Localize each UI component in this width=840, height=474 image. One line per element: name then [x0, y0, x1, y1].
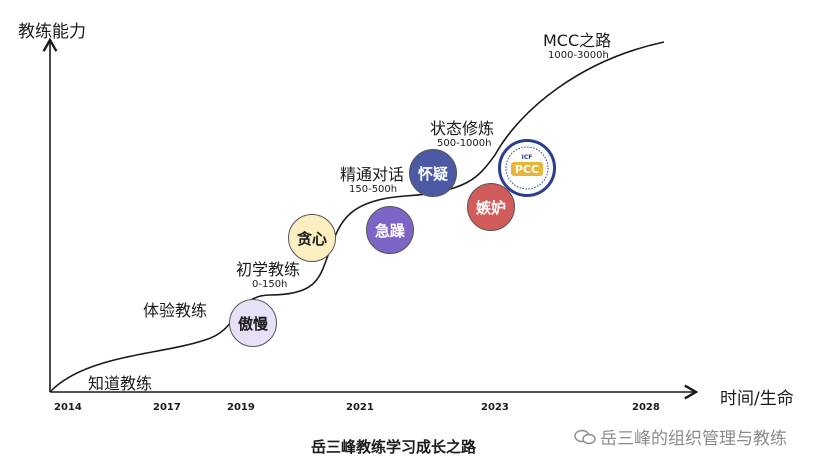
growth-curve	[49, 41, 665, 393]
watermark: 岳三峰的组织管理与教练	[574, 424, 787, 449]
y-axis-title: 教练能力	[18, 22, 86, 42]
watermark-text: 岳三峰的组织管理与教练	[600, 429, 787, 449]
stage-hours: 500-1000h	[437, 138, 492, 149]
wechat-icon	[574, 429, 596, 445]
year-tick-label: 2017	[153, 402, 181, 413]
stage-label: 初学教练	[236, 260, 301, 279]
bubble-impatience: 急躁	[366, 206, 414, 254]
bubble-envy: 嫉妒	[467, 183, 515, 231]
stage-hours: 1000-3000h	[548, 50, 609, 61]
stage-label: 精通对话	[340, 165, 405, 184]
badge-top-text: ICF	[522, 154, 533, 161]
x-axis-title: 时间/生命	[720, 389, 794, 409]
stage-label: 体验教练	[143, 301, 208, 320]
year-tick-label: 2019	[227, 402, 255, 413]
badge-pcc-text: PCC	[515, 163, 539, 176]
pcc-badge: ICF PCC	[498, 139, 556, 197]
stage-hours: 150-500h	[349, 184, 398, 195]
stage-label: 知道教练	[88, 374, 153, 393]
diagram-caption: 岳三峰教练学习成长之路	[311, 438, 477, 456]
stage-label: 状态修炼	[430, 119, 495, 138]
bubble-doubt: 怀疑	[409, 149, 457, 197]
stage-hours: 0-150h	[252, 279, 288, 290]
bubble-greed: 贪心	[288, 214, 336, 262]
year-tick-label: 2014	[54, 402, 82, 413]
year-tick-label: 2023	[481, 402, 509, 413]
year-tick-label: 2021	[346, 402, 374, 413]
stage-label: MCC之路	[543, 31, 612, 50]
bubble-arrogance: 傲慢	[229, 299, 277, 347]
year-tick-label: 2028	[632, 402, 660, 413]
